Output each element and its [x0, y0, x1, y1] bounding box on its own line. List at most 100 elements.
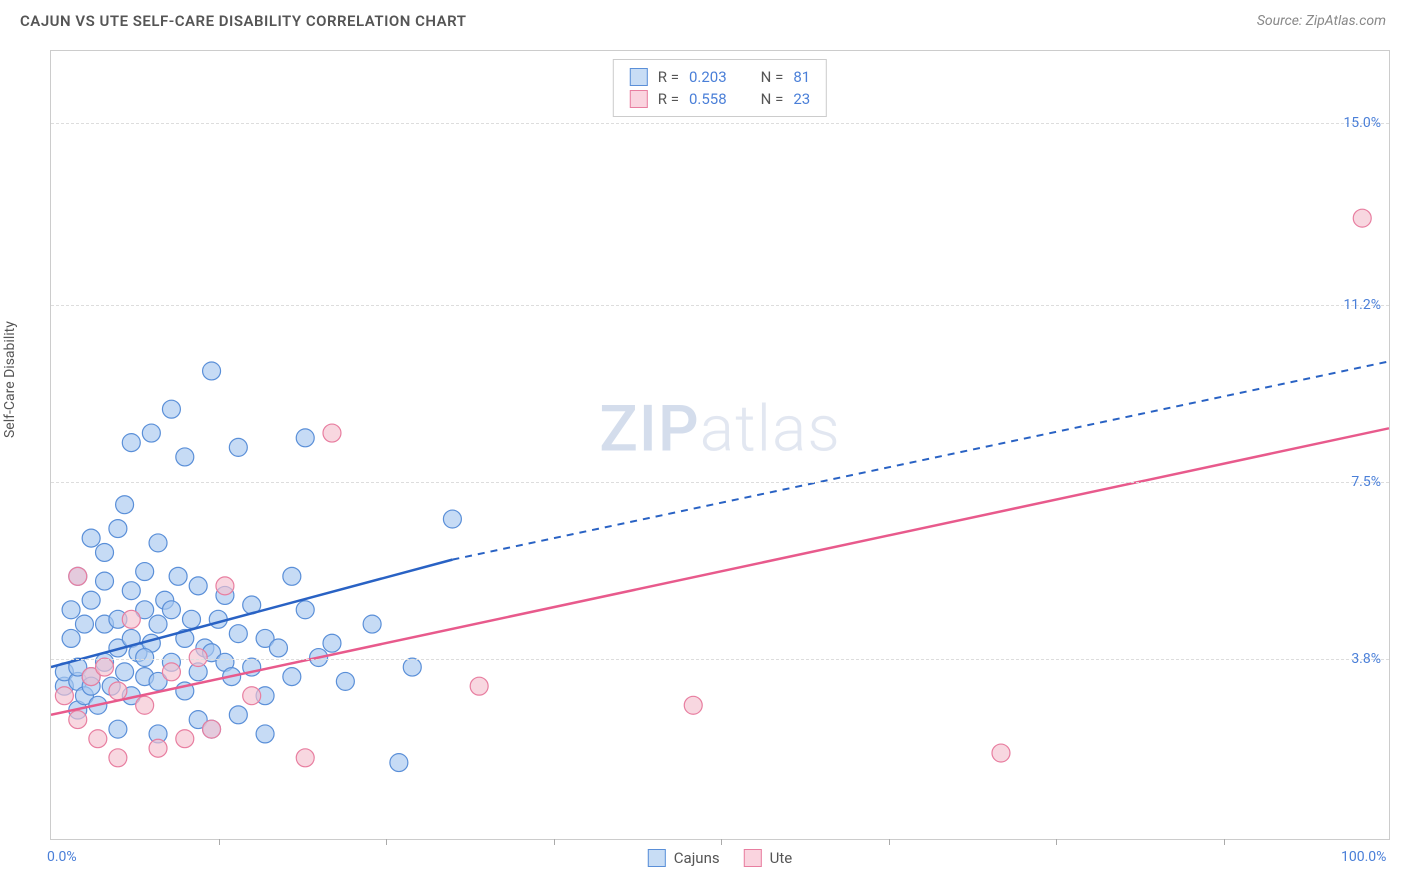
gridline [51, 659, 1389, 660]
data-point [403, 658, 421, 676]
legend-n-value: 81 [793, 68, 810, 86]
x-tick-mark [889, 839, 890, 845]
data-point [69, 711, 87, 729]
data-point [142, 424, 160, 442]
legend-n-label: N = [761, 90, 784, 108]
data-point [363, 615, 381, 633]
data-point [96, 658, 114, 676]
data-point [216, 577, 234, 595]
scatter-plot-svg [51, 51, 1389, 839]
gridline [51, 305, 1389, 306]
data-point [992, 744, 1010, 762]
data-point [96, 572, 114, 590]
x-tick-mark [554, 839, 555, 845]
data-point [283, 668, 301, 686]
y-tick-label: 15.0% [1343, 115, 1381, 131]
data-point [183, 610, 201, 628]
legend-n-value: 23 [793, 90, 810, 108]
data-point [243, 687, 261, 705]
data-point [336, 672, 354, 690]
data-point [55, 687, 73, 705]
data-point [162, 601, 180, 619]
data-point [256, 725, 274, 743]
x-tick-label: 100.0% [1341, 849, 1386, 865]
data-point [176, 448, 194, 466]
data-point [443, 510, 461, 528]
data-point [189, 649, 207, 667]
data-point [149, 615, 167, 633]
data-point [82, 529, 100, 547]
data-point [296, 429, 314, 447]
legend-row: R = 0.203 N = 81 [630, 66, 810, 88]
legend-r-label: R = [658, 68, 679, 86]
data-point [122, 582, 140, 600]
data-point [1353, 209, 1371, 227]
data-point [62, 629, 80, 647]
x-tick-mark [386, 839, 387, 845]
data-point [109, 520, 127, 538]
data-point [149, 534, 167, 552]
data-point [109, 682, 127, 700]
regression-line-extrapolated [452, 361, 1389, 559]
legend-row: R = 0.558 N = 23 [630, 88, 810, 110]
legend-series-item: Cajuns [648, 849, 720, 867]
data-point [209, 610, 227, 628]
data-point [176, 730, 194, 748]
data-point [62, 601, 80, 619]
data-point [122, 610, 140, 628]
data-point [203, 362, 221, 380]
data-point [149, 739, 167, 757]
legend-n-label: N = [761, 68, 784, 86]
data-point [323, 634, 341, 652]
data-point [684, 696, 702, 714]
legend-swatch-icon [648, 849, 666, 867]
data-point [229, 625, 247, 643]
data-point [269, 639, 287, 657]
data-point [470, 677, 488, 695]
data-point [162, 663, 180, 681]
series-legend: Cajuns Ute [648, 849, 792, 867]
data-point [122, 434, 140, 452]
data-point [82, 591, 100, 609]
correlation-legend: R = 0.203 N = 81 R = 0.558 N = 23 [613, 59, 827, 117]
data-point [283, 567, 301, 585]
x-tick-mark [219, 839, 220, 845]
data-point [69, 567, 87, 585]
legend-series-label: Cajuns [674, 849, 720, 867]
gridline [51, 123, 1389, 124]
chart-title: CAJUN VS UTE SELF-CARE DISABILITY CORREL… [20, 12, 466, 30]
data-point [296, 601, 314, 619]
data-point [116, 496, 134, 514]
data-point [89, 730, 107, 748]
legend-swatch-icon [630, 68, 648, 86]
legend-r-value: 0.558 [689, 90, 727, 108]
data-point [162, 400, 180, 418]
source-attribution: Source: ZipAtlas.com [1257, 13, 1386, 29]
legend-series-label: Ute [770, 849, 793, 867]
y-axis-label: Self-Care Disability [2, 321, 18, 438]
data-point [109, 749, 127, 767]
y-tick-label: 7.5% [1351, 474, 1381, 490]
legend-r-value: 0.203 [689, 68, 727, 86]
data-point [136, 649, 154, 667]
regression-line [51, 428, 1389, 715]
data-point [96, 543, 114, 561]
legend-series-item: Ute [744, 849, 793, 867]
data-point [136, 696, 154, 714]
chart-area: ZIPatlas R = 0.203N = 81R = 0.558N = 23 … [50, 50, 1390, 840]
gridline [51, 482, 1389, 483]
data-point [116, 663, 134, 681]
data-point [390, 754, 408, 772]
x-tick-mark [721, 839, 722, 845]
x-tick-mark [1056, 839, 1057, 845]
data-point [323, 424, 341, 442]
data-point [229, 706, 247, 724]
x-tick-label: 0.0% [47, 849, 77, 865]
y-tick-label: 11.2% [1343, 297, 1381, 313]
legend-swatch-icon [630, 90, 648, 108]
data-point [136, 563, 154, 581]
x-tick-mark [1224, 839, 1225, 845]
legend-r-label: R = [658, 90, 679, 108]
legend-swatch-icon [744, 849, 762, 867]
data-point [75, 615, 93, 633]
